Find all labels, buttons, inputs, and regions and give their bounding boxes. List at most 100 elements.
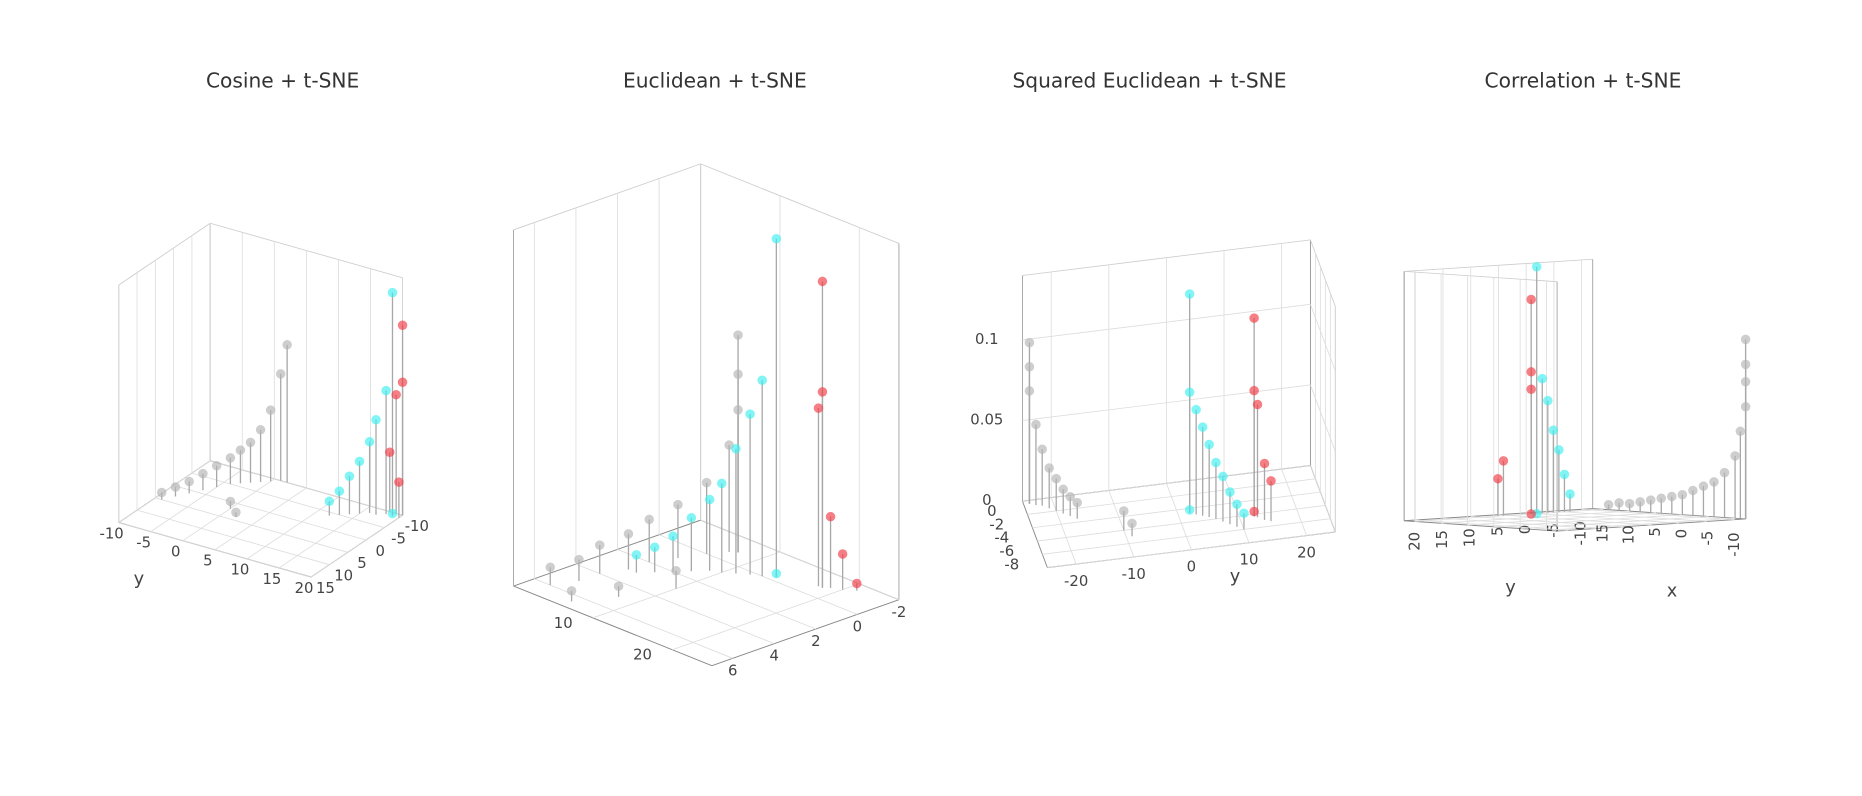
y-axis-title: y [1505, 577, 1516, 598]
point [231, 507, 241, 518]
subplot-title: Cosine + t-SNE [206, 68, 359, 92]
point [371, 415, 381, 425]
point [282, 340, 292, 350]
x-tick-label: -8 [1004, 556, 1019, 573]
x-tick-label: 0 [987, 503, 996, 520]
subplot: Squared Euclidean + t-SNE-8-6-4-20-20 -10… [970, 68, 1336, 590]
point [1740, 359, 1751, 370]
point [344, 471, 355, 481]
point [733, 369, 743, 380]
point [1493, 473, 1503, 484]
point [1119, 506, 1129, 516]
point [717, 478, 727, 489]
point [394, 477, 404, 487]
subplot: Correlation + t-SNE-10-5051015-10-505101… [1403, 68, 1751, 601]
point [1554, 445, 1564, 455]
subplot: Euclidean + t-SNE -2 0 2 4 6 10 20 [513, 68, 907, 679]
floor-edge [513, 519, 701, 587]
point [170, 482, 181, 492]
grid-line [1415, 519, 1569, 531]
subplot-title: Euclidean + t-SNE [623, 68, 807, 92]
x-axis-title: x [1667, 580, 1678, 601]
x-tick-label: 0 [1673, 529, 1690, 538]
point [1191, 404, 1201, 415]
grid-line [214, 487, 307, 551]
z-tick-label: 0.1 [975, 331, 999, 348]
grid-line [1310, 384, 1336, 452]
x-tick-label: 5 [1647, 527, 1664, 536]
grid-line [617, 549, 816, 630]
point [387, 508, 398, 519]
point [1266, 476, 1276, 486]
point [574, 554, 584, 565]
point [1184, 387, 1195, 398]
point [566, 586, 577, 596]
y-axis-title: y [134, 569, 145, 590]
point [1526, 509, 1536, 519]
y-tick-label: 5 [203, 553, 212, 570]
grid-line [1526, 512, 1680, 524]
point [397, 320, 408, 331]
y-tick-label: 20 [295, 580, 314, 597]
subplot-title: Squared Euclidean + t-SNE [1013, 68, 1287, 92]
point [1249, 313, 1259, 323]
subplot-title: Correlation + t-SNE [1485, 68, 1682, 92]
floor-edge [1404, 520, 1558, 532]
point [1197, 422, 1208, 432]
point [387, 287, 398, 298]
y-tick-label: 10 [230, 562, 249, 579]
y-tick-label: -10 [1573, 521, 1590, 545]
grid-line [1281, 468, 1307, 536]
point [817, 387, 828, 397]
point [545, 562, 555, 573]
x-tick-label: -5 [391, 530, 406, 547]
grid-line [1581, 508, 1735, 521]
x-tick-label: 0 [376, 543, 385, 560]
point [1127, 518, 1137, 529]
point [1232, 499, 1242, 509]
grid-line [246, 496, 339, 560]
point [825, 511, 836, 522]
y-axis-title: y [1230, 566, 1241, 587]
y-tick-label: 0 [1517, 525, 1534, 534]
x-tick-label: -2 [892, 604, 907, 621]
x-tick-label: 5 [357, 555, 366, 572]
point [1677, 489, 1688, 500]
y-tick-label: 0 [171, 544, 180, 561]
point [1656, 493, 1667, 504]
point [1537, 373, 1548, 384]
floor-edge [711, 599, 900, 667]
grid-line [1442, 517, 1596, 529]
point [1698, 481, 1709, 491]
y-tick-label: -5 [1545, 523, 1562, 538]
point [1635, 497, 1645, 507]
point [701, 477, 712, 488]
x-tick-label: -10 [405, 518, 429, 535]
point [1184, 289, 1195, 299]
point [235, 445, 246, 455]
point [1526, 367, 1536, 377]
point [364, 436, 375, 447]
point [644, 514, 654, 525]
y-tick-label: 10 [1240, 552, 1259, 569]
grid-line [1050, 497, 1077, 565]
point [391, 389, 401, 400]
grid-line [310, 514, 403, 578]
x-tick-label: -10 [1726, 532, 1743, 556]
x-tick-label: 15 [316, 580, 335, 597]
x-tick-label: 2 [811, 633, 820, 650]
point [817, 276, 828, 287]
wall-top [118, 222, 211, 286]
y-tick-label: 5 [1489, 527, 1506, 536]
floor-edge [513, 585, 713, 667]
point [265, 405, 276, 415]
point [1526, 294, 1536, 305]
point [1051, 473, 1061, 484]
point [245, 437, 256, 448]
grid-line [1108, 490, 1135, 558]
point [668, 531, 678, 541]
point [594, 540, 605, 550]
wall-top [1310, 239, 1336, 307]
